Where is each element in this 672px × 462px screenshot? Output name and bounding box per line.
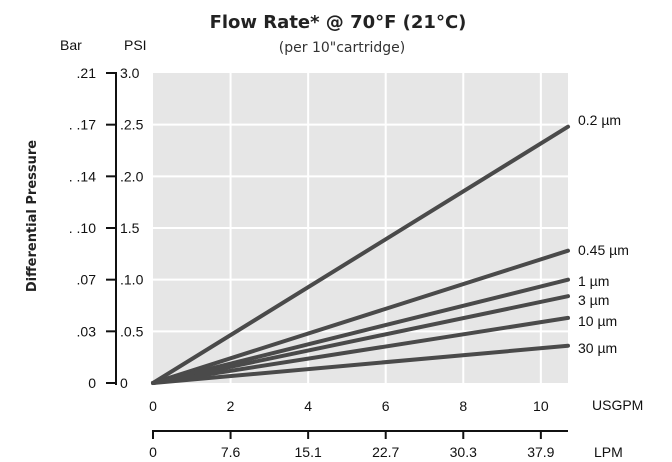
usgpm-tick-label-1: 2 [227, 398, 235, 414]
psi-tick-label-2: .1.0 [120, 272, 144, 288]
lpm-tick-label-0: 0 [149, 444, 157, 460]
psi-tick-label-5: .2.5 [120, 117, 144, 133]
usgpm-tick-label-2: 4 [304, 398, 312, 414]
lpm-tick-label-1: 7.6 [221, 444, 241, 460]
usgpm-tick-label-5: 10 [533, 398, 549, 414]
lpm-tick-label-5: 37.9 [527, 444, 554, 460]
grid-lines [153, 73, 568, 383]
psi-tick-label-6: 3.0 [120, 65, 140, 81]
psi-tick-label-1: .0.5 [120, 323, 144, 339]
bar-tick-label-2: .07 [77, 272, 97, 288]
psi-tick-label-4: .2.0 [120, 168, 144, 184]
bar-tick-label-4: . .14 [69, 168, 96, 184]
series-label-0: 0.2 µm [578, 112, 621, 128]
usgpm-unit-label: USGPM [592, 397, 643, 413]
series-line-4 [151, 315, 570, 385]
series-label-3: 3 µm [578, 292, 609, 308]
series-label-5: 30 µm [578, 340, 617, 356]
series-lines [151, 124, 570, 385]
series-label-4: 10 µm [578, 313, 617, 329]
series-line-3 [151, 294, 570, 385]
lpm-tick-label-4: 30.3 [450, 444, 477, 460]
series-line-2 [151, 277, 570, 385]
bar-tick-label-1: .03 [77, 323, 97, 339]
lpm-ticks: 0 7.6 15.1 22.7 30.3 37.9 [149, 431, 555, 460]
bar-tick-label-0: 0 [88, 375, 96, 391]
series-label-2: 1 µm [578, 273, 609, 289]
psi-ticks: 0 .0.5 .1.0 1.5 .2.0 .2.5 3.0 [106, 65, 144, 391]
series-line-0 [151, 124, 570, 385]
psi-tick-label-0: 0 [120, 375, 128, 391]
usgpm-tick-label-4: 8 [459, 398, 467, 414]
bar-tick-label-3: . .10 [69, 220, 96, 236]
bar-unit-label: Bar [60, 37, 82, 53]
usgpm-tick-label-0: 0 [149, 398, 157, 414]
lpm-unit-label: LPM [594, 444, 623, 460]
series-labels: 0.2 µm 0.45 µm 1 µm 3 µm 10 µm 30 µm [578, 112, 629, 356]
series-label-1: 0.45 µm [578, 242, 629, 258]
psi-unit-label: PSI [124, 37, 147, 53]
bar-tick-label-5: . .17 [69, 117, 96, 133]
y-axis-label: Differential Pressure [25, 140, 40, 292]
lpm-tick-label-3: 22.7 [372, 444, 399, 460]
lpm-tick-label-2: 15.1 [295, 444, 322, 460]
usgpm-ticks: 0 2 4 6 8 10 [149, 398, 549, 414]
chart-subtitle: (per 10"cartridge) [279, 40, 405, 56]
psi-tick-label-3: 1.5 [120, 220, 140, 236]
series-line-1 [151, 248, 570, 385]
bar-tick-label-6: .21 [77, 65, 97, 81]
usgpm-tick-label-3: 6 [382, 398, 390, 414]
series-line-5 [151, 343, 570, 385]
chart-title: Flow Rate* @ 70°F (21°C) [210, 12, 467, 33]
bar-ticks: 0 .03 .07 . .10 . .14 . .17 .21 [69, 65, 96, 391]
